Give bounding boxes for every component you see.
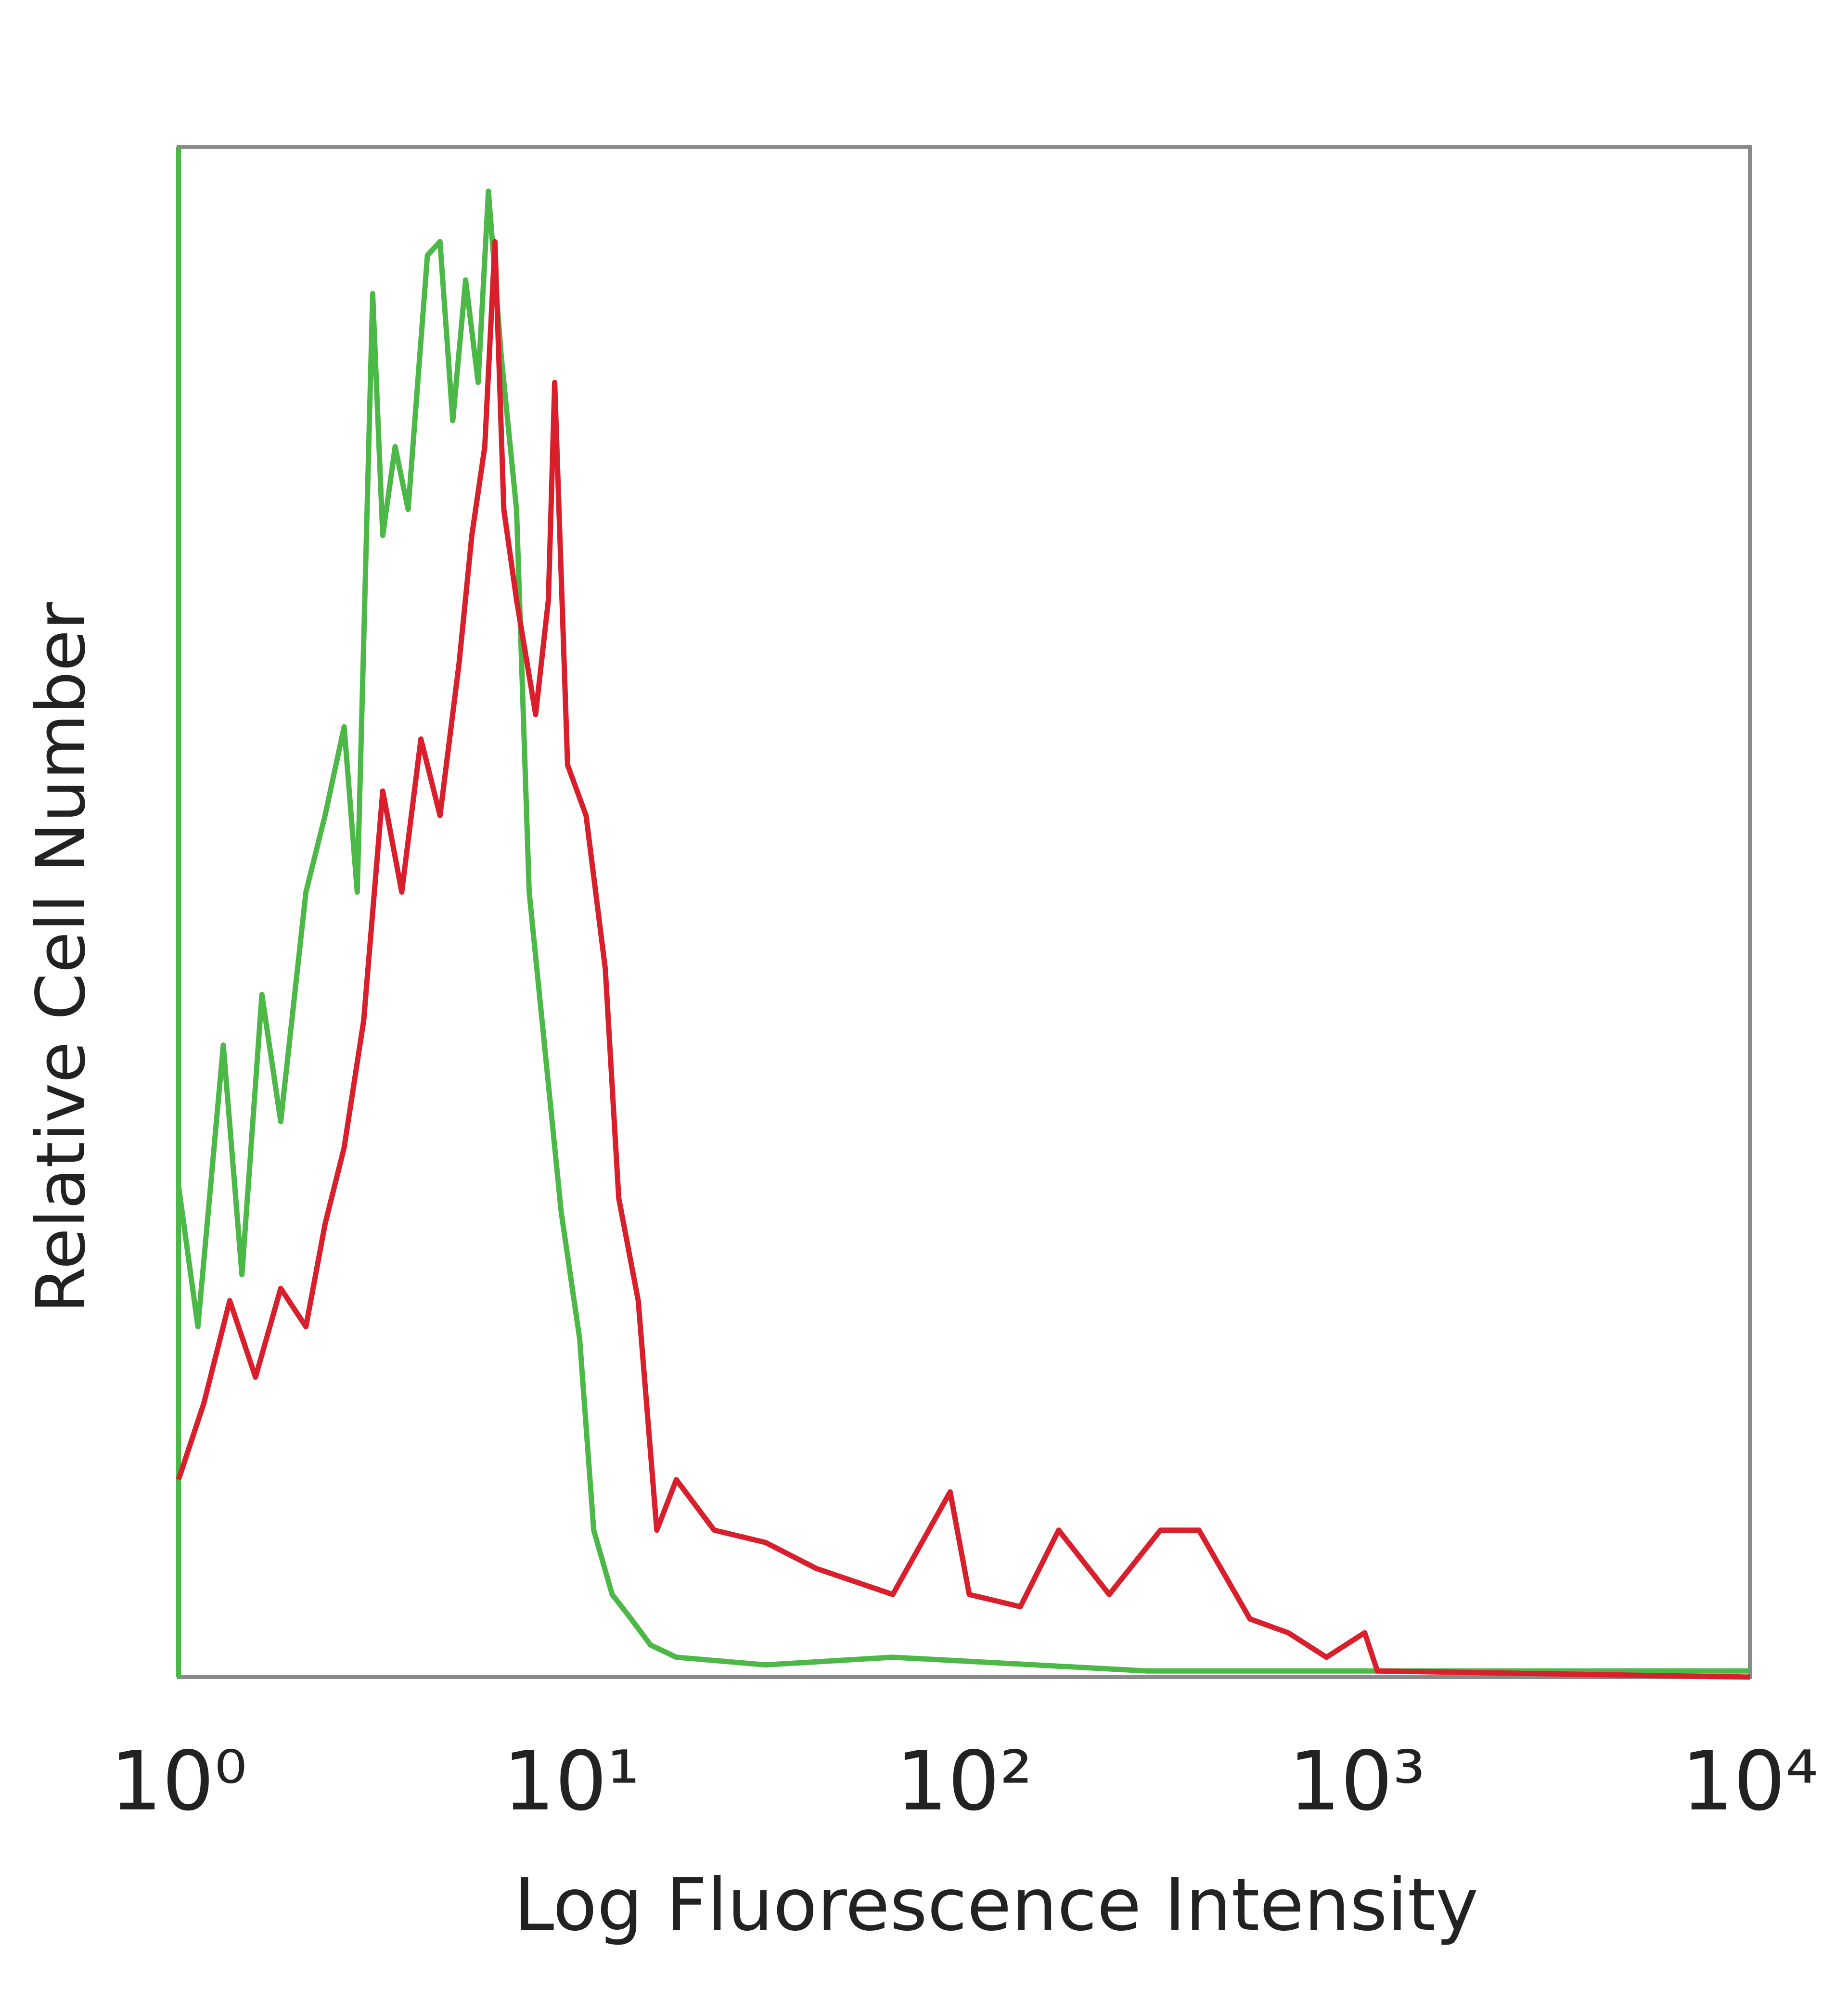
- x-tick-label: 10¹: [503, 1734, 640, 1829]
- x-axis-label: Log Fluorescence Intensity: [514, 1863, 1478, 1947]
- x-tick-label: 10²: [896, 1734, 1032, 1829]
- y-axis-label: Relative Cell Number: [22, 602, 101, 1313]
- x-tick-label: 10⁰: [110, 1734, 247, 1829]
- series-line: [176, 188, 1750, 1674]
- x-tick-label: 10⁴: [1681, 1734, 1818, 1829]
- x-tick-label: 10³: [1289, 1734, 1425, 1829]
- plot-frame: [177, 145, 1752, 1679]
- series-line: [176, 239, 1750, 1680]
